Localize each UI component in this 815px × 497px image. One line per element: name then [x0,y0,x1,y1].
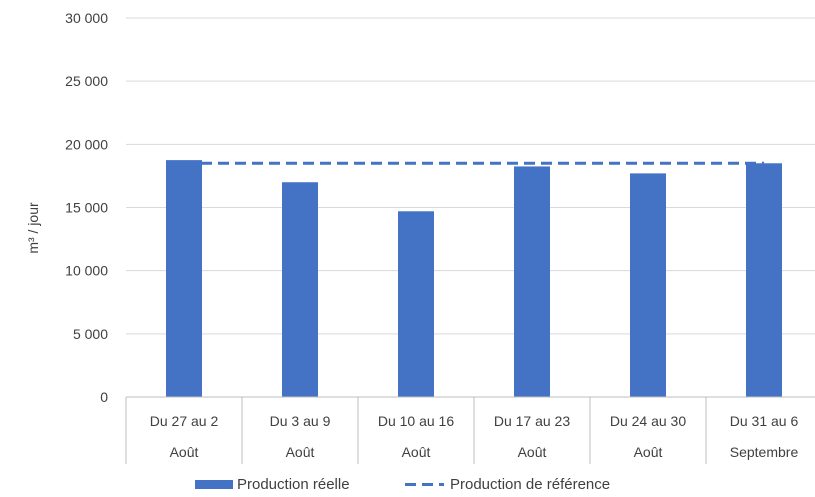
bar [746,163,782,397]
x-tick-label: Du 31 au 6 [730,413,799,429]
x-axis: Du 27 au 2 Août Du 3 au 9 Août Du 10 au 16 Ao… [125,396,815,464]
bar [166,160,202,397]
x-tick-label-month: Août [170,444,199,460]
x-tick-label: Du 17 au 23 [494,413,570,429]
y-tick-label: 25 000 [65,73,108,89]
legend-label-bars: Production réelle [237,476,350,493]
bar [282,182,318,397]
x-tick-label-month: Août [518,444,547,460]
x-tick-label: Du 3 au 9 [270,413,331,429]
y-tick-label: 20 000 [65,136,108,152]
x-tick-label: Du 24 au 30 [610,413,686,429]
bars [166,160,782,397]
y-tick-label: 5 000 [73,326,108,342]
x-tick-label-month: Août [286,444,315,460]
y-tick-label: 10 000 [65,263,108,279]
x-tick-label: Du 27 au 2 [150,413,219,429]
legend-swatch-bars [195,480,233,489]
bar [630,173,666,397]
x-tick-label-month: Août [634,444,663,460]
legend: Production réelle Production de référenc… [195,476,610,493]
y-axis-ticks: 0 5 000 10 000 15 000 20 000 25 000 30 000 [65,10,108,405]
x-tick-label: Du 10 au 16 [378,413,454,429]
legend-label-line: Production de référence [450,476,610,493]
x-tick-label-month: Septembre [730,444,799,460]
x-tick-label-month: Août [402,444,431,460]
y-tick-label: 15 000 [65,200,108,216]
bar [514,166,550,397]
bar [398,211,434,397]
gridlines [126,17,815,335]
y-tick-label: 30 000 [65,10,108,26]
y-tick-label: 0 [100,389,108,405]
y-axis-label: m³ / jour [25,202,41,254]
